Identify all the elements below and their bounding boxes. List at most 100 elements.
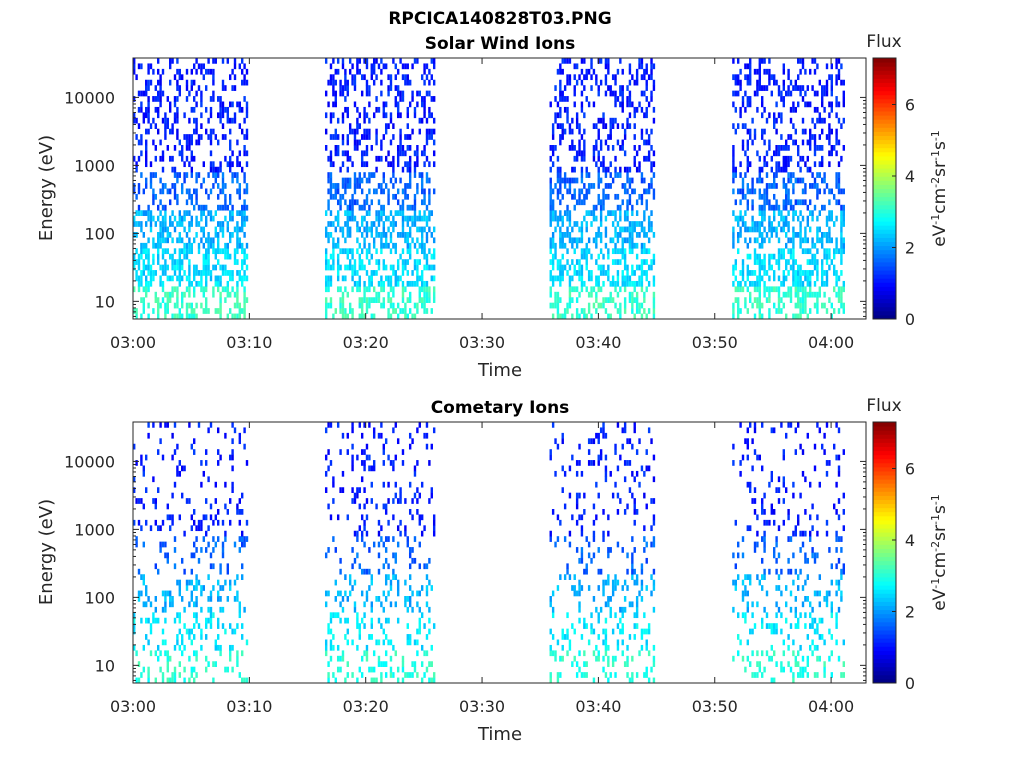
- heatmap-cell: [604, 63, 608, 70]
- heatmap-cell: [768, 313, 771, 320]
- heatmap-cell: [782, 650, 785, 657]
- heatmap-cell: [741, 123, 745, 129]
- heatmap-cell: [638, 145, 641, 151]
- heatmap-cell: [428, 297, 431, 303]
- heatmap-cell: [176, 302, 179, 309]
- heatmap-cell: [792, 650, 795, 657]
- heatmap-cell: [420, 280, 424, 287]
- heatmap-cell: [828, 297, 831, 303]
- heatmap-cell: [406, 280, 409, 287]
- heatmap-cell: [195, 547, 198, 553]
- heatmap-cell: [835, 280, 838, 287]
- heatmap-cell: [737, 90, 740, 97]
- heatmap-cell: [176, 134, 179, 140]
- heatmap-cell: [758, 302, 761, 309]
- heatmap-cell: [161, 280, 165, 287]
- heatmap-cell: [404, 215, 407, 222]
- heatmap-cell: [183, 530, 186, 537]
- heatmap-cell: [580, 634, 584, 640]
- heatmap-cell: [140, 226, 143, 233]
- heatmap-cell: [614, 259, 617, 265]
- heatmap-cell: [370, 617, 373, 624]
- heatmap-cell: [628, 68, 632, 75]
- heatmap-cell: [152, 253, 155, 260]
- heatmap-cell: [614, 449, 617, 455]
- heatmap-cell: [401, 449, 405, 455]
- heatmap-cell: [178, 232, 181, 238]
- heatmap-cell: [207, 574, 210, 580]
- heatmap-cell: [559, 226, 562, 233]
- heatmap-cell: [626, 85, 629, 91]
- heatmap-cell: [592, 145, 596, 151]
- heatmap-cell: [780, 280, 783, 287]
- heatmap-cell: [217, 519, 220, 526]
- heatmap-cell: [744, 302, 747, 309]
- heatmap-cell: [205, 85, 208, 91]
- heatmap-cell: [556, 443, 560, 450]
- heatmap-cell: [583, 112, 586, 119]
- heatmap-cell: [765, 519, 769, 526]
- heatmap-cell: [353, 74, 357, 81]
- heatmap-cell: [334, 150, 337, 157]
- heatmap-cell: [770, 677, 773, 684]
- heatmap-cell: [749, 422, 752, 428]
- heatmap-cell: [365, 79, 369, 86]
- heatmap-cell: [563, 242, 567, 249]
- heatmap-cell: [825, 280, 829, 287]
- heatmap-cell: [140, 574, 143, 580]
- heatmap-cell: [792, 210, 795, 216]
- heatmap-cell: [140, 672, 143, 678]
- heatmap-cell: [775, 79, 778, 86]
- heatmap-cell: [336, 264, 340, 271]
- heatmap-cell: [387, 590, 390, 597]
- heatmap-cell: [384, 438, 388, 445]
- heatmap-cell: [597, 199, 600, 206]
- heatmap-cell: [559, 270, 562, 276]
- heatmap-cell: [176, 117, 179, 124]
- heatmap-cell: [166, 666, 169, 673]
- heatmap-cell: [365, 90, 369, 97]
- heatmap-cell: [785, 259, 788, 265]
- heatmap-cell: [609, 291, 612, 298]
- heatmap-cell: [238, 226, 241, 233]
- heatmap-cell: [821, 237, 824, 244]
- heatmap-cell: [380, 215, 383, 222]
- heatmap-cell: [229, 237, 232, 244]
- heatmap-cell: [149, 628, 153, 635]
- heatmap-cell: [559, 79, 562, 86]
- heatmap-cell: [171, 514, 174, 521]
- heatmap-cell: [770, 155, 773, 162]
- heatmap-cell: [236, 280, 239, 287]
- heatmap-cell: [595, 215, 598, 222]
- heatmap-cell: [792, 237, 795, 244]
- heatmap-cell: [233, 302, 237, 309]
- heatmap-cell: [604, 476, 608, 483]
- heatmap-cell: [231, 481, 234, 488]
- heatmap-cell: [737, 286, 740, 293]
- heatmap-cell: [578, 264, 581, 271]
- heatmap-cell: [413, 199, 417, 206]
- heatmap-cell: [650, 128, 653, 135]
- heatmap-cell: [792, 677, 795, 684]
- heatmap-cell: [394, 85, 397, 91]
- heatmap-cell: [173, 286, 177, 293]
- heatmap-cell: [394, 650, 397, 657]
- heatmap-cell: [739, 232, 742, 238]
- heatmap-cell: [835, 275, 838, 282]
- heatmap-cell: [792, 552, 795, 559]
- heatmap-cell: [583, 58, 586, 64]
- heatmap-cell: [789, 286, 793, 293]
- heatmap-cell: [392, 514, 395, 521]
- heatmap-cell: [353, 128, 357, 135]
- heatmap-cell: [200, 204, 203, 211]
- heatmap-cell: [635, 470, 639, 477]
- heatmap-cell: [423, 161, 426, 168]
- heatmap-cell: [205, 308, 208, 314]
- heatmap-cell: [205, 215, 208, 222]
- heatmap-cell: [782, 248, 785, 255]
- heatmap-cell: [229, 454, 232, 461]
- heatmap-cell: [185, 313, 189, 320]
- heatmap-cell: [154, 106, 157, 113]
- heatmap-cell: [166, 661, 169, 667]
- heatmap-cell: [773, 177, 776, 184]
